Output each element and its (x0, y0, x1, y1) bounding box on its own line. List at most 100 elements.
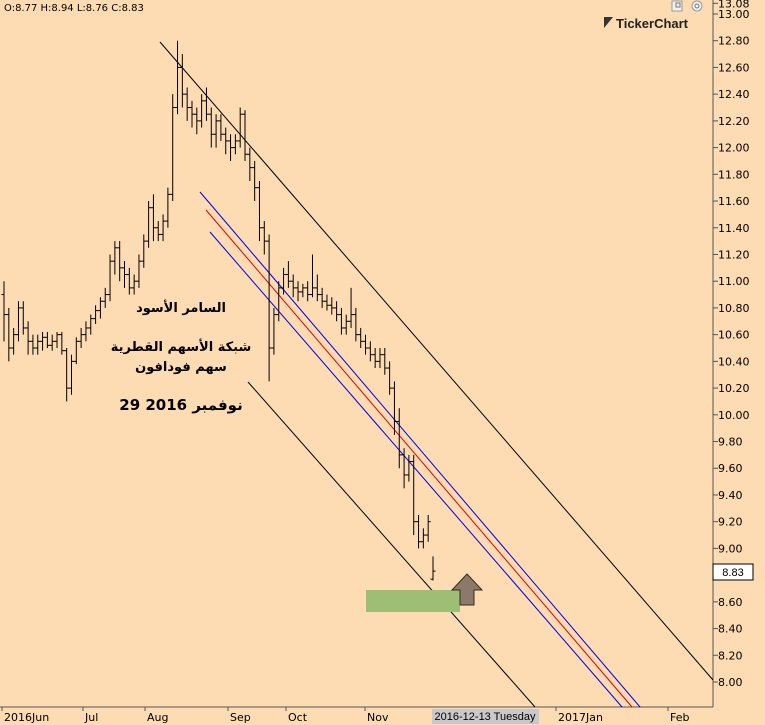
x-tick-label: 2017Jan (558, 711, 603, 724)
ohlc-bar (15, 301, 21, 342)
ohlc-bar (406, 454, 412, 482)
x-tick-label: Aug (147, 711, 168, 724)
ohlc-bar (372, 348, 378, 369)
ohlc-bar (107, 254, 113, 302)
ohlc-bar (146, 201, 152, 248)
ohlc-bar (223, 127, 229, 155)
y-tick-label: 10.20 (718, 382, 750, 395)
red-median-line (205, 209, 633, 708)
note-author: السامر الأسود (136, 299, 226, 316)
y-tick-label: 9.00 (718, 542, 743, 555)
x-tick-label: Feb (670, 711, 689, 724)
ohlc-bar (261, 221, 267, 255)
y-tick-label: 11.20 (718, 248, 750, 261)
ohlc-bar (271, 307, 277, 355)
ohlc-bar (175, 40, 181, 115)
ohlc-bar (237, 107, 243, 148)
y-tick-label: 9.40 (718, 489, 743, 502)
channel-upper-line (159, 41, 714, 681)
settings-button[interactable] (691, 0, 703, 12)
ohlc-bar (430, 556, 436, 581)
window-controls (671, 0, 703, 12)
ohlc-bar (155, 221, 161, 242)
ohlc-bar (93, 305, 99, 324)
date-marker-label: 2016-12-13 Tuesday (435, 711, 536, 723)
ohlc-bar (329, 297, 335, 315)
ohlc-bar (59, 331, 65, 355)
ohlc-bar (228, 134, 234, 161)
ohlc-bar (367, 341, 373, 362)
ohlc-bar (425, 515, 431, 542)
y-tick-label: 11.80 (718, 168, 750, 181)
ohlc-bar (353, 307, 359, 342)
ohlc-bar (54, 331, 60, 348)
x-tick-label: 2016Jun (4, 711, 49, 724)
ohlc-bar (83, 321, 89, 342)
ohlc-bar (281, 267, 287, 295)
ohlc-bar (300, 283, 306, 298)
ohlc-bar (131, 274, 137, 295)
y-tick-label: 8.60 (718, 596, 743, 609)
ohlc-bar (343, 314, 349, 335)
blue-band-upper-line (199, 191, 641, 708)
ohlc-bar (170, 94, 176, 202)
ohlc-bar (391, 381, 397, 435)
y-tick-label: 8.20 (718, 649, 743, 662)
ohlc-bar (25, 321, 31, 355)
ohlc-bar (396, 408, 402, 469)
ohlc-bar (30, 334, 36, 355)
ohlc-bar (122, 261, 128, 288)
ohlc-bar (126, 267, 132, 295)
y-tick-label: 9.20 (718, 516, 743, 529)
ohlc-bar (348, 287, 354, 328)
ohlc-bar (387, 361, 393, 395)
y-tick-label: 12.80 (718, 35, 750, 48)
y-tick-label: 11.40 (718, 222, 750, 235)
x-tick-label: Jul (84, 711, 98, 724)
y-tick-label: 12.00 (718, 142, 750, 155)
ohlc-bar (285, 261, 291, 288)
note-network: شبكة الأسهم القطرية (111, 338, 252, 355)
ohlc-bar (20, 301, 26, 335)
minimize-icon (675, 2, 681, 8)
ohlc-bar (208, 107, 214, 148)
ohlc-bar (78, 327, 84, 348)
ohlc-bar (44, 331, 50, 348)
ohlc-bar (420, 528, 426, 549)
ohlc-bar (319, 287, 325, 308)
ohlc-bar (401, 448, 407, 489)
ohlc-bar (247, 147, 253, 181)
ohlc-bar (102, 287, 108, 308)
ohlc-bar (232, 134, 238, 155)
y-tick-label: 11.60 (718, 195, 750, 208)
ohlc-bar (290, 274, 296, 298)
ohlc-bar (334, 301, 340, 322)
ohlc-bar (266, 234, 272, 382)
ohlc-bar (363, 334, 369, 355)
brand-logo: TickerChart (604, 16, 689, 31)
date-crosshair-marker: 2016-12-13 Tuesday (432, 709, 539, 724)
y-tick-label: 10.40 (718, 355, 750, 368)
x-tick-label: Nov (367, 711, 389, 724)
ohlc-bar (136, 254, 142, 288)
ohlc-bar (411, 454, 417, 536)
y-tick-label: 11.00 (718, 275, 750, 288)
ohlc-bar (242, 110, 248, 161)
ohlc-bar (11, 327, 17, 355)
ohlc-bar (68, 354, 74, 395)
ohlc-bar (358, 327, 364, 348)
ohlc-bar (305, 281, 311, 302)
minimize-button[interactable] (671, 0, 683, 12)
x-tick-label: Oct (288, 711, 308, 724)
ohlc-bar (1, 281, 7, 342)
ohlc-bar (295, 281, 301, 302)
y-tick-label: 10.60 (718, 329, 750, 342)
support-zone (366, 590, 460, 612)
y-tick-label: 9.60 (718, 462, 743, 475)
ohlc-bar (252, 160, 258, 202)
ohlc-bar (189, 100, 195, 128)
y-tick-label: 12.40 (718, 88, 750, 101)
